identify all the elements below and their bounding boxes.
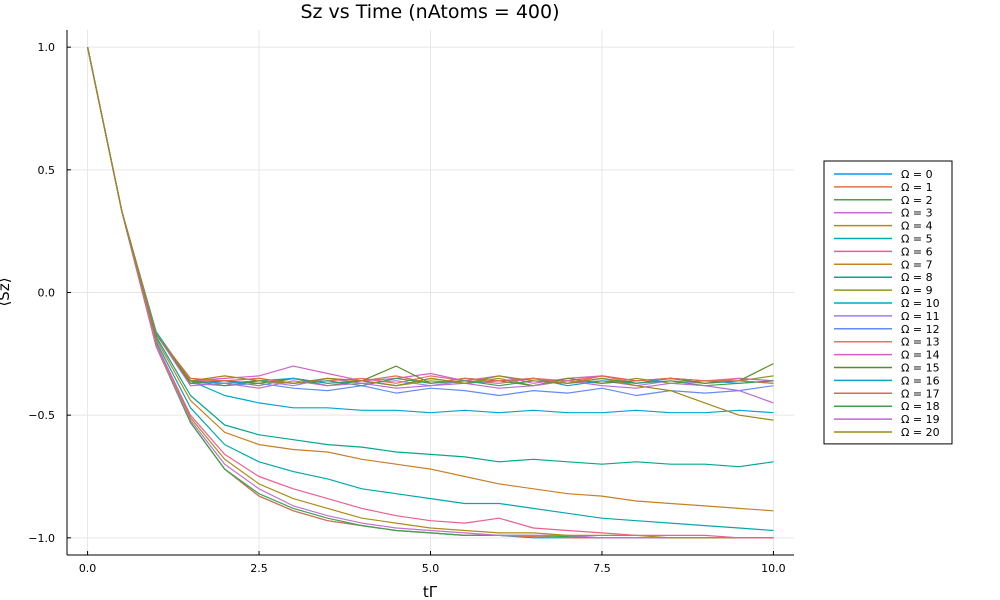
- y-tick-label: 0.5: [38, 164, 56, 177]
- y-tick-label: 0.0: [38, 287, 56, 300]
- axes: 0.0 2.5 5.0 7.5 10.0 −1.0 −0.5 0.0 0.5 1.0: [28, 30, 794, 575]
- grid: [67, 30, 794, 555]
- legend-label: Ω = 2: [901, 194, 933, 207]
- y-axis-title: ⟨Sz⟩: [0, 277, 13, 306]
- series-line: [87, 47, 774, 397]
- legend-label: Ω = 0: [901, 168, 933, 181]
- legend-label: Ω = 9: [901, 284, 933, 297]
- y-tick-label: −0.5: [28, 409, 55, 422]
- legend-label: Ω = 7: [901, 258, 933, 271]
- x-axis-title: tΓ: [423, 583, 438, 600]
- legend-label: Ω = 15: [901, 362, 940, 375]
- y-tick-label: 1.0: [38, 41, 56, 54]
- legend-label: Ω = 17: [901, 387, 940, 400]
- legend-label: Ω = 10: [901, 297, 940, 310]
- legend-label: Ω = 5: [901, 233, 933, 246]
- series-layer: [87, 47, 774, 539]
- x-tick-label: 10.0: [761, 562, 786, 575]
- y-tick-label: −1.0: [28, 532, 55, 545]
- series-line: [87, 47, 774, 512]
- legend-label: Ω = 12: [901, 323, 940, 336]
- series-line: [87, 47, 774, 539]
- x-tick-label: 7.5: [593, 562, 611, 575]
- series-line: [87, 47, 774, 387]
- series-line: [87, 47, 774, 404]
- legend-label: Ω = 11: [901, 310, 940, 323]
- legend-label: Ω = 8: [901, 271, 933, 284]
- legend-label: Ω = 20: [901, 426, 940, 439]
- x-tick-label: 2.5: [250, 562, 268, 575]
- chart-title: Sz vs Time (nAtoms = 400): [300, 1, 559, 23]
- x-tick-label: 5.0: [422, 562, 440, 575]
- legend-label: Ω = 13: [901, 336, 940, 349]
- series-line: [87, 47, 774, 532]
- series-line: [87, 47, 774, 421]
- legend: Ω = 0Ω = 1Ω = 2Ω = 3Ω = 4Ω = 5Ω = 6Ω = 7…: [823, 160, 953, 445]
- series-line: [87, 47, 774, 468]
- legend-label: Ω = 4: [901, 220, 933, 233]
- series-line: [87, 47, 774, 414]
- legend-label: Ω = 16: [901, 374, 940, 387]
- legend-label: Ω = 1: [901, 181, 933, 194]
- legend-label: Ω = 19: [901, 413, 940, 426]
- legend-label: Ω = 3: [901, 207, 933, 220]
- legend-label: Ω = 14: [901, 349, 940, 362]
- series-line: [87, 47, 774, 539]
- series-line: [87, 47, 774, 539]
- x-tick-label: 0.0: [79, 562, 97, 575]
- legend-label: Ω = 18: [901, 400, 940, 413]
- legend-label: Ω = 6: [901, 245, 933, 258]
